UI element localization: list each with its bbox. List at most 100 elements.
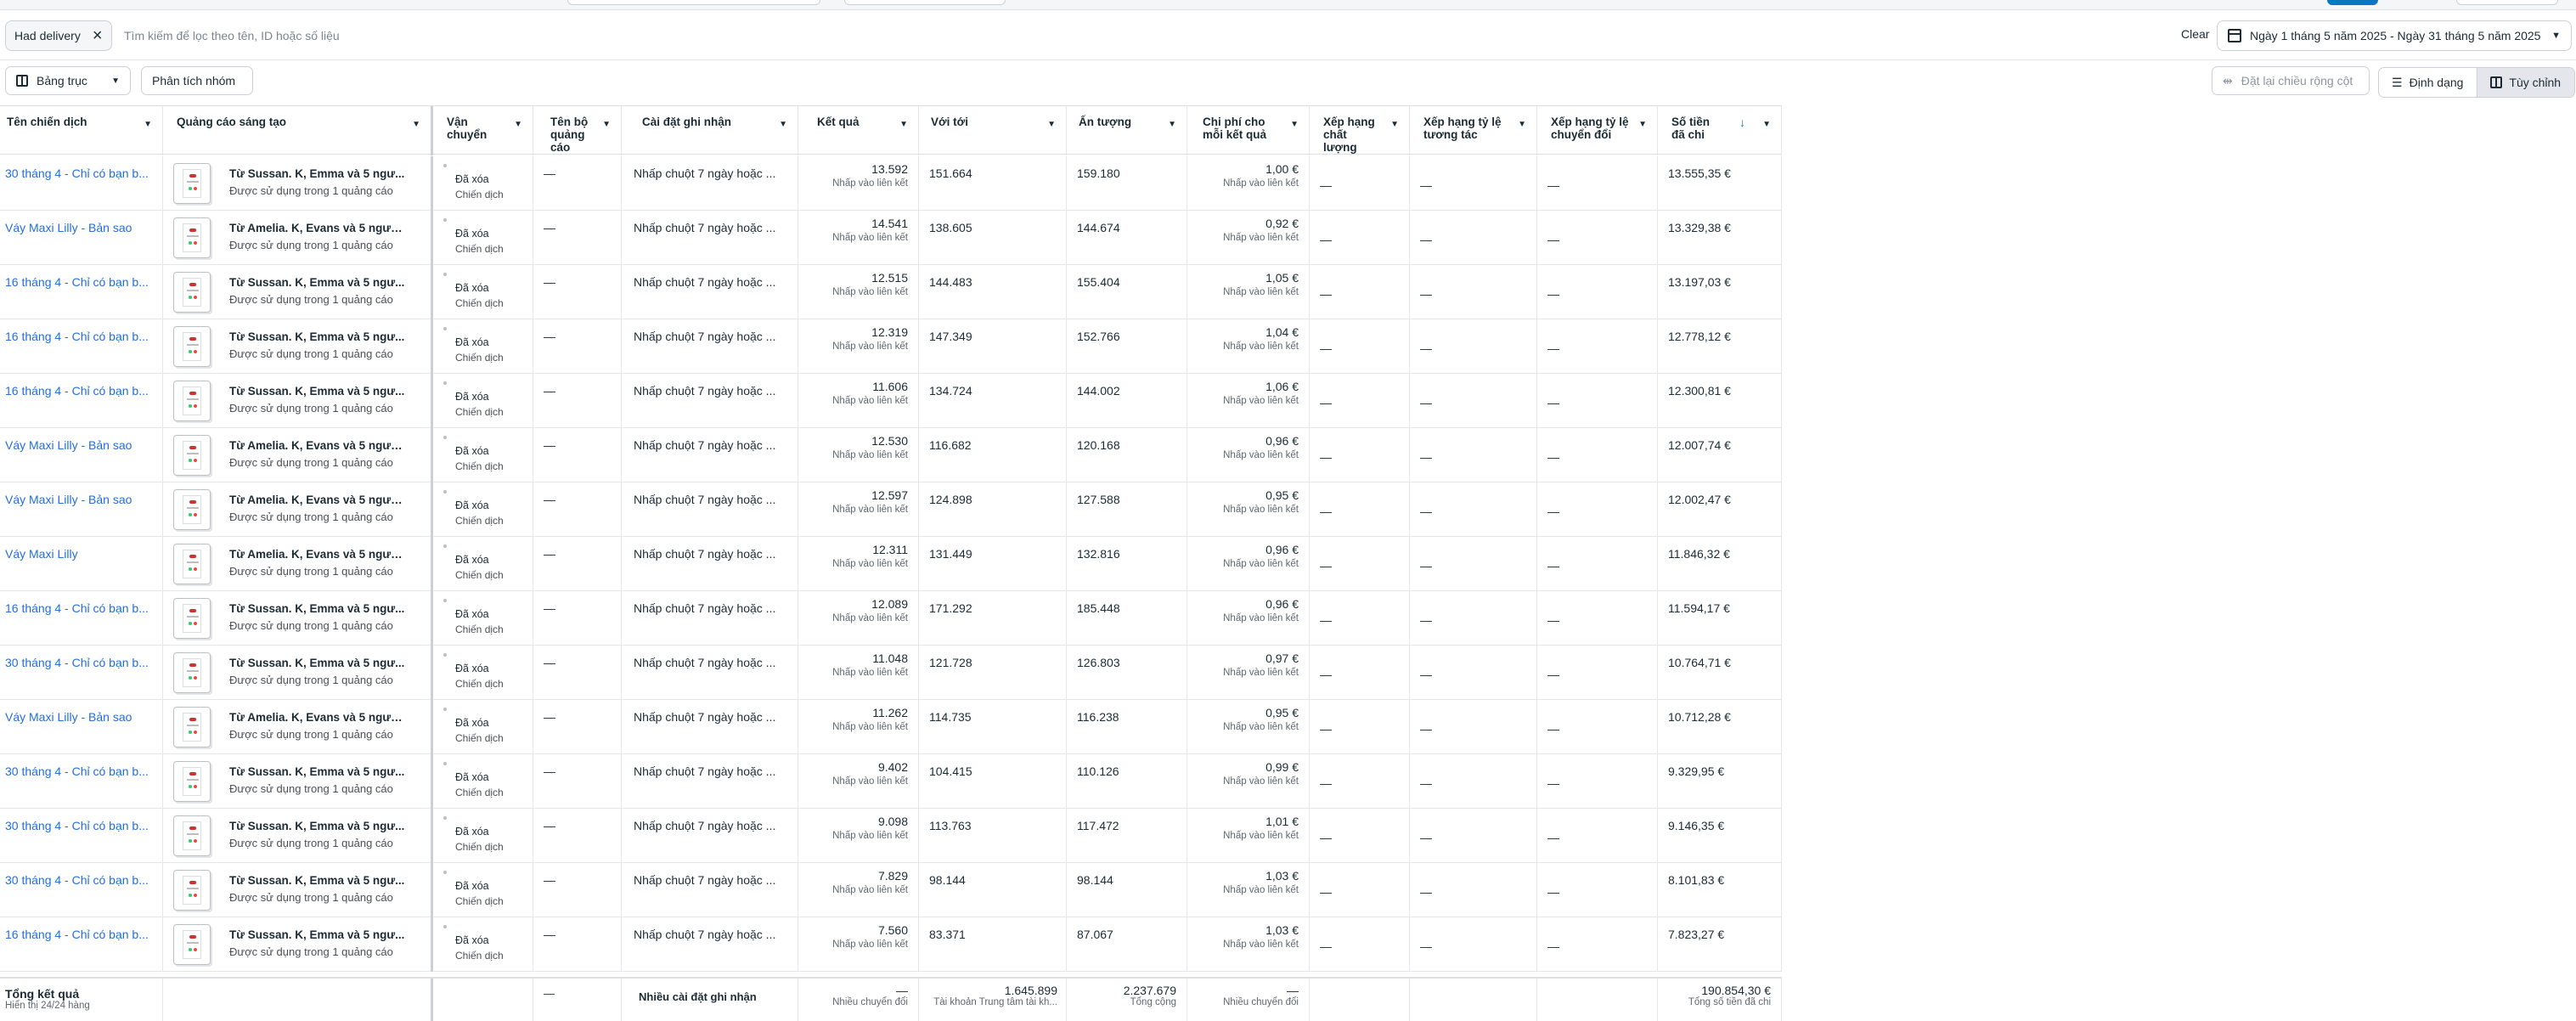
search-input[interactable]: Tìm kiếm để lọc theo tên, ID hoặc số liệ… [124,29,340,42]
customize-button[interactable]: Tùy chỉnh [2477,68,2574,97]
chevron-down-icon[interactable]: ▼ [1638,120,1647,129]
chevron-down-icon[interactable]: ▼ [1290,120,1299,129]
sort-desc-icon[interactable]: ↓ [1739,116,1745,129]
date-range-picker[interactable]: Ngày 1 tháng 5 năm 2025 - Ngày 31 tháng … [2217,20,2572,51]
table-row[interactable]: 16 tháng 4 - Chỉ có bạn b... Từ Sussan. K… [0,591,1782,646]
campaign-name-link[interactable]: 16 tháng 4 - Chỉ có bạn b... [0,265,163,319]
close-icon[interactable]: × [92,26,103,45]
creative-thumbnail[interactable] [173,435,211,476]
creative-cell[interactable]: Từ Sussan. K, Emma và 5 ngư... Được sử dụ… [163,646,433,700]
chevron-down-icon[interactable]: ▼ [899,120,908,129]
col-engagement-ranking[interactable]: Xếp hạng tỷ lệ tương tác ▼ [1410,106,1537,155]
creative-cell[interactable]: Từ Sussan. K, Emma và 5 ngư... Được sử dụ… [163,917,433,972]
creative-thumbnail[interactable] [173,381,211,421]
table-row[interactable]: 30 tháng 4 - Chỉ có bạn b... Từ Sussan. K… [0,156,1782,211]
table-row[interactable]: 16 tháng 4 - Chỉ có bạn b... Từ Sussan. K… [0,319,1782,374]
top-control[interactable] [2456,0,2558,5]
campaign-name-link[interactable]: Váy Maxi Lilly - Bản sao [0,700,163,754]
creative-thumbnail[interactable] [173,815,211,856]
campaign-name-link[interactable]: Váy Maxi Lilly [0,537,163,591]
clear-button[interactable]: Clear [2181,27,2210,41]
campaign-name-link[interactable]: 16 tháng 4 - Chỉ có bạn b... [0,374,163,428]
top-control[interactable] [844,0,1006,5]
pivot-table-button[interactable]: Bảng trục ▼ [5,66,131,95]
creative-thumbnail[interactable] [173,707,211,747]
campaign-name-link[interactable]: Váy Maxi Lilly - Bản sao [0,211,163,265]
campaign-name-link[interactable]: 16 tháng 4 - Chỉ có bạn b... [0,319,163,374]
campaign-name-link[interactable]: 30 tháng 4 - Chỉ có bạn b... [0,863,163,917]
table-row[interactable]: Váy Maxi Lilly - Bản sao Từ Amelia. K, Ev… [0,211,1782,265]
col-results[interactable]: Kết quả ▼ [798,106,919,155]
creative-cell[interactable]: Từ Amelia. K, Evans và 5 người... Được sử… [163,211,433,265]
col-ad-set-name[interactable]: Tên bộ quảng cáo ▼ [533,106,622,155]
creative-thumbnail[interactable] [173,489,211,530]
campaign-name-link[interactable]: 16 tháng 4 - Chỉ có bạn b... [0,591,163,646]
chevron-down-icon[interactable]: ▼ [514,120,522,129]
table-row[interactable]: Váy Maxi Lilly - Bản sao Từ Amelia. K, Ev… [0,428,1782,482]
group-analysis-button[interactable]: Phân tích nhóm [141,66,253,95]
table-row[interactable]: 16 tháng 4 - Chỉ có bạn b... Từ Sussan. K… [0,917,1782,972]
creative-cell[interactable]: Từ Sussan. K, Emma và 5 ngư... Được sử dụ… [163,265,433,319]
table-row[interactable]: 30 tháng 4 - Chỉ có bạn b... Từ Sussan. K… [0,809,1782,863]
table-row[interactable]: 16 tháng 4 - Chỉ có bạn b... Từ Sussan. K… [0,265,1782,319]
chevron-down-icon[interactable]: ▼ [1390,120,1399,129]
creative-cell[interactable]: Từ Amelia. K, Evans và 5 ngườ... Được sử … [163,428,433,482]
creative-thumbnail[interactable] [173,544,211,584]
chevron-down-icon[interactable]: ▼ [1518,120,1526,129]
col-conversion-ranking[interactable]: Xếp hạng tỷ lệ chuyển đổi ▼ [1537,106,1658,155]
col-attribution[interactable]: Cài đặt ghi nhận ▼ [622,106,798,155]
campaign-name-link[interactable]: 30 tháng 4 - Chỉ có bạn b... [0,646,163,700]
chevron-down-icon[interactable]: ▼ [1168,120,1176,129]
chevron-down-icon[interactable]: ▼ [602,120,611,129]
col-impressions[interactable]: Ấn tượng ▼ [1067,106,1187,155]
creative-cell[interactable]: Từ Sussan. K, Emma và 5 ngư... Được sử dụ… [163,591,433,646]
creative-thumbnail[interactable] [173,163,211,204]
table-row[interactable]: 30 tháng 4 - Chỉ có bạn b... Từ Sussan. K… [0,863,1782,917]
creative-thumbnail[interactable] [173,761,211,802]
format-button[interactable]: ☰ Định dạng [2379,68,2477,97]
creative-cell[interactable]: Từ Sussan. K, Emma và 5 ngư... Được sử dụ… [163,809,433,863]
creative-cell[interactable]: Từ Amelia. K, Evans và 5 ngườ... Được sử … [163,700,433,754]
campaign-name-link[interactable]: Váy Maxi Lilly - Bản sao [0,428,163,482]
table-row[interactable]: Váy Maxi Lilly Từ Amelia. K, Evans và 5 n… [0,537,1782,591]
table-row[interactable]: 30 tháng 4 - Chỉ có bạn b... Từ Sussan. K… [0,646,1782,700]
creative-cell[interactable]: Từ Sussan. K, Emma và 5 ngư... Được sử dụ… [163,156,433,211]
creative-cell[interactable]: Từ Sussan. K, Emma và 5 ngư... Được sử dụ… [163,374,433,428]
creative-thumbnail[interactable] [173,598,211,639]
creative-cell[interactable]: Từ Amelia. K, Evans và 5 ngườ... Được sử … [163,482,433,537]
col-creative[interactable]: Quảng cáo sáng tạo ▼ [163,106,433,155]
chevron-down-icon[interactable]: ▼ [1762,120,1771,129]
top-primary-button[interactable] [2327,0,2378,5]
col-delivery[interactable]: Vận chuyển ▼ [433,106,533,155]
table-row[interactable]: 16 tháng 4 - Chỉ có bạn b... Từ Sussan. K… [0,374,1782,428]
col-amount-spent[interactable]: Số tiền đã chi ↓ ▼ [1658,106,1782,155]
top-control[interactable] [567,0,820,5]
chevron-down-icon[interactable]: ▼ [1047,120,1056,129]
campaign-name-link[interactable]: 30 tháng 4 - Chỉ có bạn b... [0,156,163,211]
col-campaign-name[interactable]: Tên chiến dịch ▼ [0,106,163,155]
creative-thumbnail[interactable] [173,924,211,965]
creative-cell[interactable]: Từ Amelia. K, Evans và 5 ngườ... Được sử … [163,537,433,591]
chevron-down-icon[interactable]: ▼ [412,120,420,129]
campaign-name-link[interactable]: 30 tháng 4 - Chỉ có bạn b... [0,809,163,863]
campaign-name-link[interactable]: Váy Maxi Lilly - Bản sao [0,482,163,537]
chevron-down-icon[interactable]: ▼ [144,120,152,129]
col-cost-per-result[interactable]: Chi phí cho mỗi kết quả ▼ [1187,106,1310,155]
creative-thumbnail[interactable] [173,326,211,367]
creative-thumbnail[interactable] [173,217,211,258]
col-reach[interactable]: Với tới ▼ [919,106,1067,155]
creative-cell[interactable]: Từ Sussan. K, Emma và 5 ngư... Được sử dụ… [163,319,433,374]
campaign-name-link[interactable]: 30 tháng 4 - Chỉ có bạn b... [0,754,163,809]
creative-cell[interactable]: Từ Sussan. K, Emma và 5 ngư... Được sử dụ… [163,863,433,917]
col-quality-ranking[interactable]: Xếp hạng chất lượng ▼ [1310,106,1410,155]
reset-column-width-button[interactable]: ⇹ Đặt lại chiều rộng cột [2212,66,2370,95]
creative-thumbnail[interactable] [173,272,211,313]
creative-thumbnail[interactable] [173,652,211,693]
creative-thumbnail[interactable] [173,870,211,911]
chevron-down-icon[interactable]: ▼ [779,120,787,129]
table-row[interactable]: Váy Maxi Lilly - Bản sao Từ Amelia. K, Ev… [0,700,1782,754]
campaign-name-link[interactable]: 16 tháng 4 - Chỉ có bạn b... [0,917,163,972]
table-row[interactable]: Váy Maxi Lilly - Bản sao Từ Amelia. K, Ev… [0,482,1782,537]
creative-cell[interactable]: Từ Sussan. K, Emma và 5 ngư... Được sử dụ… [163,754,433,809]
table-row[interactable]: 30 tháng 4 - Chỉ có bạn b... Từ Sussan. K… [0,754,1782,809]
